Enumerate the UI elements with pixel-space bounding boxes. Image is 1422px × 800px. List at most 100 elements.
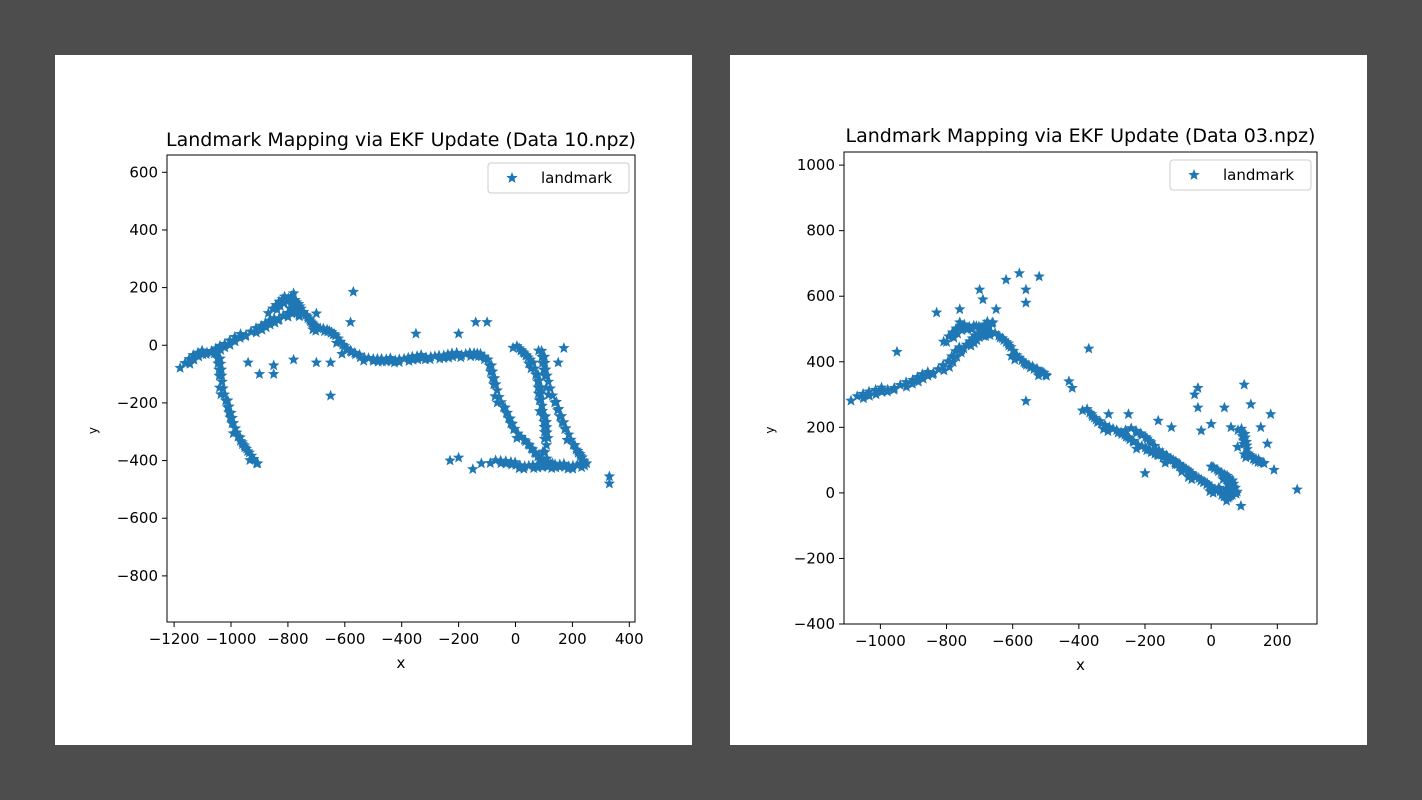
landmark-point <box>551 404 564 416</box>
landmark-point <box>174 362 186 373</box>
landmark-point <box>949 345 962 357</box>
landmark-point <box>1009 353 1021 365</box>
landmark-point <box>184 358 196 369</box>
landmark-point <box>429 350 441 361</box>
legend: landmark <box>1169 159 1312 191</box>
landmark-point <box>956 324 968 336</box>
landmark-point <box>1226 474 1239 486</box>
landmark-point <box>1204 485 1216 497</box>
landmark-point <box>1192 382 1204 393</box>
landmark-point <box>424 353 436 365</box>
landmark-point <box>1216 468 1228 480</box>
landmark-point <box>484 365 497 377</box>
landmark-point <box>527 356 539 368</box>
legend-label: landmark <box>541 169 612 187</box>
landmark-point <box>561 434 573 445</box>
y-tick-label: 200 <box>129 279 158 297</box>
landmark-point <box>438 349 450 361</box>
landmark-point <box>219 341 231 353</box>
landmark-point <box>334 335 347 347</box>
plot-frame <box>843 151 1318 625</box>
x-tick-label: −800 <box>267 630 308 648</box>
landmark-point <box>419 353 431 365</box>
x-tick-label: −1000 <box>855 632 906 650</box>
landmark-point <box>288 302 300 314</box>
landmark-point <box>213 363 225 375</box>
landmark-point <box>532 450 544 462</box>
landmark-point <box>212 357 224 369</box>
landmark-point <box>515 344 528 356</box>
landmark-point <box>1159 457 1171 468</box>
landmark-point <box>536 357 548 368</box>
x-tick-label: 200 <box>1263 632 1292 650</box>
landmark-point <box>1201 477 1213 489</box>
landmark-point <box>344 316 357 328</box>
landmark-point <box>489 454 502 466</box>
landmark-point <box>245 449 258 461</box>
landmark-point <box>293 310 305 322</box>
landmark-point <box>540 455 552 467</box>
landmark-point <box>1040 368 1052 380</box>
landmark-point <box>1245 450 1257 462</box>
landmark-point <box>269 316 281 328</box>
landmark-point <box>567 438 579 450</box>
scatter-chart-data-10: Landmark Mapping via EKF Update (Data 10… <box>86 129 644 672</box>
landmark-point <box>219 394 232 406</box>
landmark-point <box>491 396 504 408</box>
landmark-point <box>1132 438 1144 450</box>
landmark-point <box>1130 442 1143 454</box>
landmark-point <box>1206 481 1218 493</box>
x-tick-label: −400 <box>381 630 422 648</box>
landmark-point <box>518 347 530 359</box>
landmark-point <box>234 435 247 446</box>
landmark-point <box>1221 488 1234 499</box>
y-tick-label: −200 <box>794 549 835 567</box>
landmark-point <box>536 457 548 469</box>
chart-title: Landmark Mapping via EKF Update (Data 03… <box>846 125 1316 147</box>
landmark-point <box>484 457 496 468</box>
landmark-point <box>231 426 243 438</box>
landmark-point <box>565 433 577 445</box>
landmark-point <box>536 399 548 411</box>
landmark-point <box>1083 342 1095 354</box>
landmark-point <box>857 387 869 399</box>
landmark-point <box>538 432 551 444</box>
landmark-point <box>340 342 353 354</box>
landmark-point <box>1238 378 1250 390</box>
landmark-point <box>1122 431 1135 443</box>
landmark-point <box>239 330 252 342</box>
landmark-point <box>475 457 488 469</box>
landmark-point <box>875 381 888 393</box>
landmark-point <box>272 314 284 326</box>
landmark-point <box>274 300 286 311</box>
landmark-point <box>239 441 251 453</box>
landmark-point <box>213 369 225 381</box>
landmark-point <box>1252 453 1265 465</box>
legend-box <box>487 162 630 194</box>
x-tick-label: −1000 <box>206 630 257 648</box>
landmark-point <box>402 351 414 363</box>
landmark-point <box>965 339 977 351</box>
landmark-point <box>1208 462 1220 474</box>
landmark-point <box>1094 415 1106 426</box>
landmark-point <box>1135 427 1147 439</box>
landmark-point <box>325 326 338 337</box>
x-tick-label: −200 <box>438 630 479 648</box>
landmark-point <box>973 283 986 295</box>
landmark-point <box>1173 457 1185 469</box>
landmark-point <box>328 328 341 339</box>
landmark-point <box>538 426 551 437</box>
landmark-point <box>310 307 323 319</box>
landmark-point <box>916 368 928 379</box>
landmark-point <box>539 446 551 458</box>
landmark-point <box>250 326 262 338</box>
landmark-point <box>214 339 226 351</box>
landmark-point <box>556 416 568 428</box>
y-tick-label: 600 <box>806 287 835 305</box>
legend-label: landmark <box>1223 166 1294 184</box>
landmark-point <box>493 391 505 402</box>
landmark-point <box>497 401 510 413</box>
landmark-point <box>1139 467 1151 479</box>
y-tick-label: 200 <box>806 418 835 436</box>
landmark-point <box>1086 410 1098 422</box>
